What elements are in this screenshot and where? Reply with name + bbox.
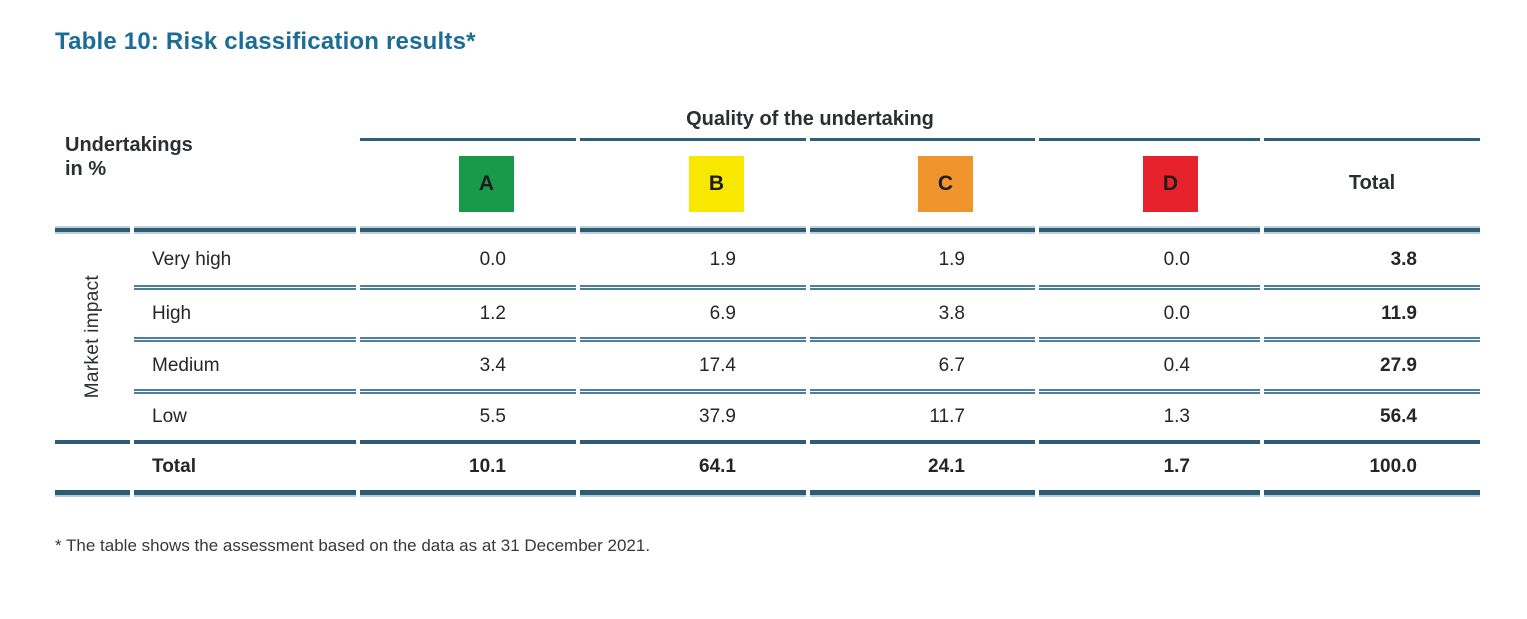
column-group-header-label: Quality of the undertaking <box>686 108 934 130</box>
cell-high-c: 3.8 <box>938 302 965 324</box>
table-bottom-rule <box>1039 490 1260 497</box>
table-bottom-rule <box>55 490 130 497</box>
header-rule <box>1039 138 1260 141</box>
cell-total-total: 100.0 <box>1369 456 1417 477</box>
table-footnote: * The table shows the assessment based o… <box>55 536 651 555</box>
row-separator <box>1039 285 1260 290</box>
cell-medium-d: 0.4 <box>1163 354 1190 376</box>
header-rule <box>580 138 806 141</box>
table-bottom-rule <box>580 490 806 497</box>
row-separator <box>360 337 576 342</box>
cell-low-a: 5.5 <box>479 406 506 427</box>
cell-very-high-d: 0.0 <box>1163 248 1190 270</box>
table-bottom-rule <box>134 490 356 497</box>
total-row-rule <box>810 440 1035 444</box>
header-rule <box>810 138 1035 141</box>
header-rule <box>1264 138 1480 141</box>
total-row-rule <box>1264 440 1480 444</box>
row-separator <box>810 285 1035 290</box>
row-separator <box>360 285 576 290</box>
row-label-low: Low <box>152 406 187 427</box>
row-label-medium: Medium <box>152 354 220 376</box>
row-separator <box>1264 337 1480 342</box>
total-row-rule <box>360 440 576 444</box>
header-rule <box>360 138 576 141</box>
table-title: Table 10: Risk classification results* <box>55 28 476 55</box>
cell-medium-c: 6.7 <box>938 354 965 376</box>
cell-very-high-c: 1.9 <box>938 248 965 270</box>
cell-total-a: 10.1 <box>469 456 506 477</box>
table-top-rule <box>1039 226 1260 234</box>
row-separator <box>810 389 1035 394</box>
row-separator <box>134 285 356 290</box>
table-top-rule <box>134 226 356 234</box>
cell-medium-a: 3.4 <box>479 354 506 376</box>
row-group-label: Market impact <box>81 275 103 399</box>
cell-very-high-b: 1.9 <box>709 248 736 270</box>
cell-low-total: 56.4 <box>1380 406 1417 427</box>
total-row-rule <box>580 440 806 444</box>
row-separator <box>1264 389 1480 394</box>
risk-classification-table: Undertakings in % Quality of the underta… <box>55 89 1480 497</box>
rating-b-cell: B <box>580 141 806 226</box>
row-separator <box>1264 285 1480 290</box>
table-top-rule <box>580 226 806 234</box>
row-separator <box>580 285 806 290</box>
rating-c-badge: C <box>918 155 973 212</box>
report-page: Table 10: Risk classification results* U… <box>0 28 1527 619</box>
table-bottom-rule <box>1264 490 1480 497</box>
cell-total-c: 24.1 <box>928 456 965 477</box>
row-label-total: Total <box>152 456 196 477</box>
cell-medium-b: 17.4 <box>699 354 736 376</box>
table-top-rule <box>55 226 130 234</box>
total-row-rule <box>1039 440 1260 444</box>
row-separator <box>360 389 576 394</box>
cell-high-d: 0.0 <box>1163 302 1190 324</box>
table-top-rule <box>1264 226 1480 234</box>
table-bottom-rule <box>360 490 576 497</box>
row-separator <box>1039 337 1260 342</box>
column-group-header: Quality of the undertaking <box>360 89 1480 138</box>
total-row-rule <box>55 440 130 444</box>
row-separator <box>580 337 806 342</box>
cell-very-high-a: 0.0 <box>479 248 506 270</box>
cell-medium-total: 27.9 <box>1380 354 1417 376</box>
cell-high-total: 11.9 <box>1381 302 1417 324</box>
rating-d-cell: D <box>1039 141 1260 226</box>
row-separator <box>810 337 1035 342</box>
total-row-rule <box>134 440 356 444</box>
cell-total-d: 1.7 <box>1163 456 1190 477</box>
cell-high-a: 1.2 <box>479 302 506 324</box>
cell-high-b: 6.9 <box>709 302 736 324</box>
table-top-rule <box>360 226 576 234</box>
table-top-rule <box>810 226 1035 234</box>
total-column-header: Total <box>1348 172 1396 194</box>
cell-low-c: 11.7 <box>929 406 965 427</box>
row-group-cell: Market impact <box>55 234 130 440</box>
rating-a-badge: A <box>459 155 514 212</box>
cell-low-b: 37.9 <box>699 406 736 427</box>
cell-very-high-total: 3.8 <box>1390 248 1417 270</box>
row-separator <box>134 337 356 342</box>
rating-b-badge: B <box>689 155 744 212</box>
table-bottom-rule <box>810 490 1035 497</box>
cell-total-b: 64.1 <box>699 456 736 477</box>
cell-low-d: 1.3 <box>1163 406 1190 427</box>
row-separator <box>1039 389 1260 394</box>
rating-a-cell: A <box>360 141 576 226</box>
row-separator <box>134 389 356 394</box>
corner-header: Undertakings in % <box>65 134 193 180</box>
rating-d-badge: D <box>1143 155 1198 212</box>
row-label-very-high: Very high <box>152 248 232 270</box>
row-label-high: High <box>152 302 192 324</box>
row-separator <box>580 389 806 394</box>
rating-c-cell: C <box>810 141 1035 226</box>
